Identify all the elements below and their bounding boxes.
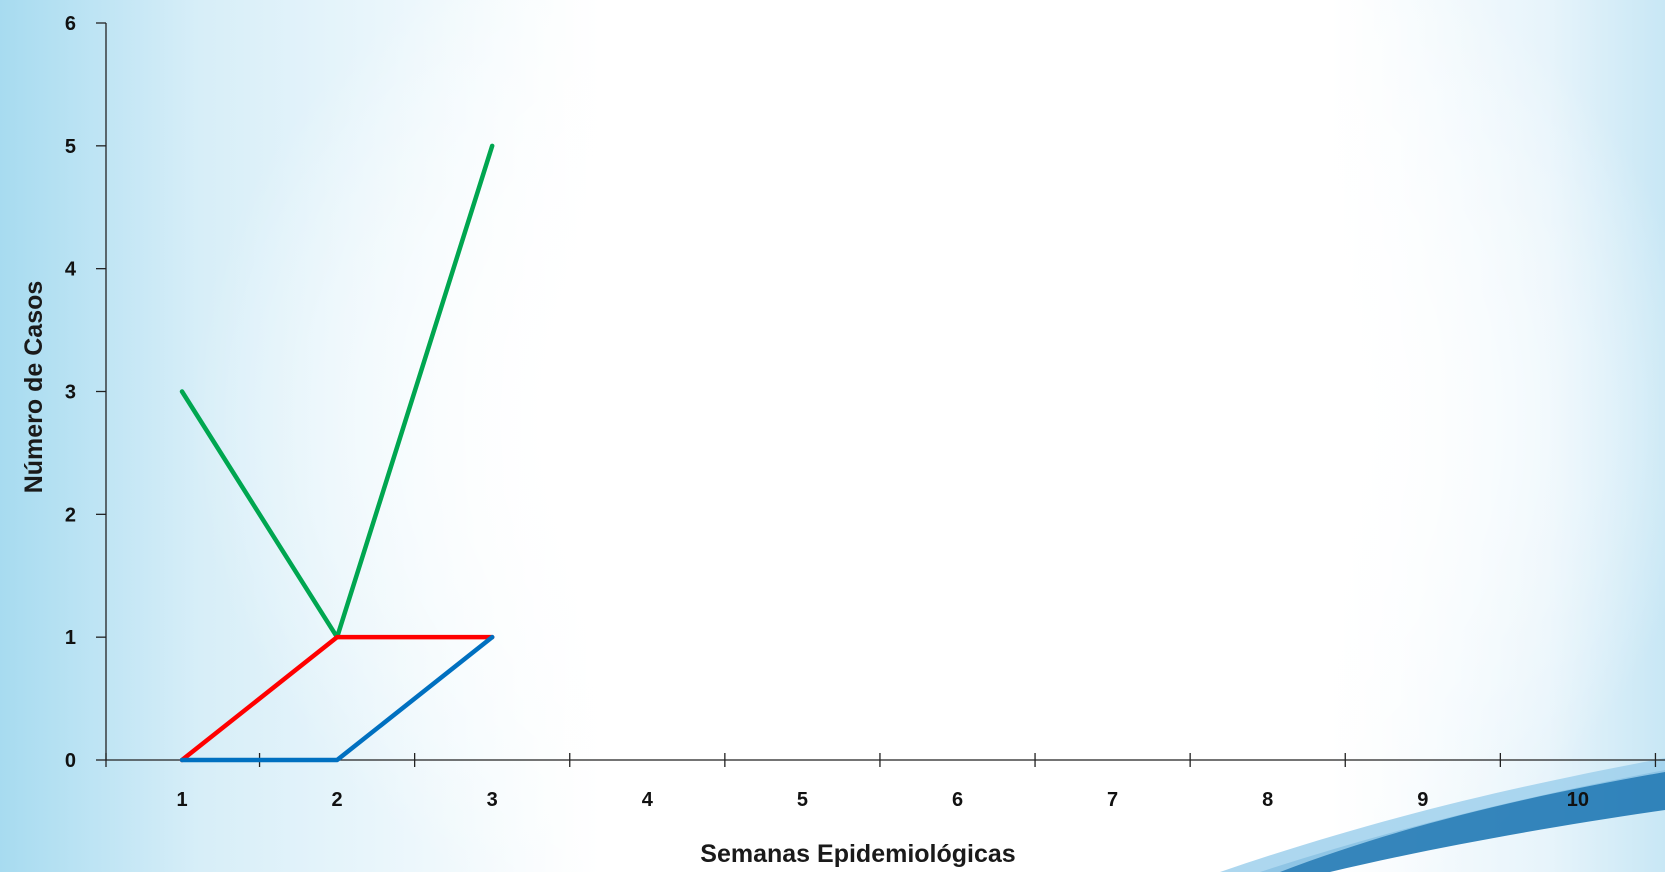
series-line-2 [179, 634, 495, 763]
y-tick-label: 1 [65, 627, 76, 649]
x-tick-label: 9 [1417, 789, 1428, 811]
y-tick-label: 5 [65, 136, 76, 158]
y-axis-title: Número de Casos [20, 281, 48, 494]
series-line-1 [179, 143, 495, 640]
x-axis: 1 2 3 4 5 6 7 8 9 10 [105, 753, 1665, 811]
series-layer [179, 143, 495, 763]
y-tick-label: 6 [65, 13, 76, 35]
y-tick-label: 2 [65, 504, 76, 526]
x-tick-label: 6 [952, 789, 963, 811]
x-tick-label: 10 [1567, 789, 1589, 811]
x-tick-label: 4 [642, 789, 654, 811]
x-tick-label: 7 [1107, 789, 1118, 811]
x-tick-label: 8 [1262, 789, 1273, 811]
y-tick-label: 4 [65, 259, 77, 281]
x-tick-label: 2 [332, 789, 343, 811]
series-line-3 [179, 634, 495, 763]
y-axis: 0 1 2 3 4 5 6 [65, 13, 107, 772]
y-tick-label: 0 [65, 750, 76, 772]
x-tick-label: 3 [487, 789, 498, 811]
x-tick-label: 5 [797, 789, 808, 811]
y-tick-label: 3 [65, 382, 76, 404]
x-axis-title: Semanas Epidemiológicas [700, 840, 1015, 868]
x-tick-label: 1 [176, 789, 187, 811]
